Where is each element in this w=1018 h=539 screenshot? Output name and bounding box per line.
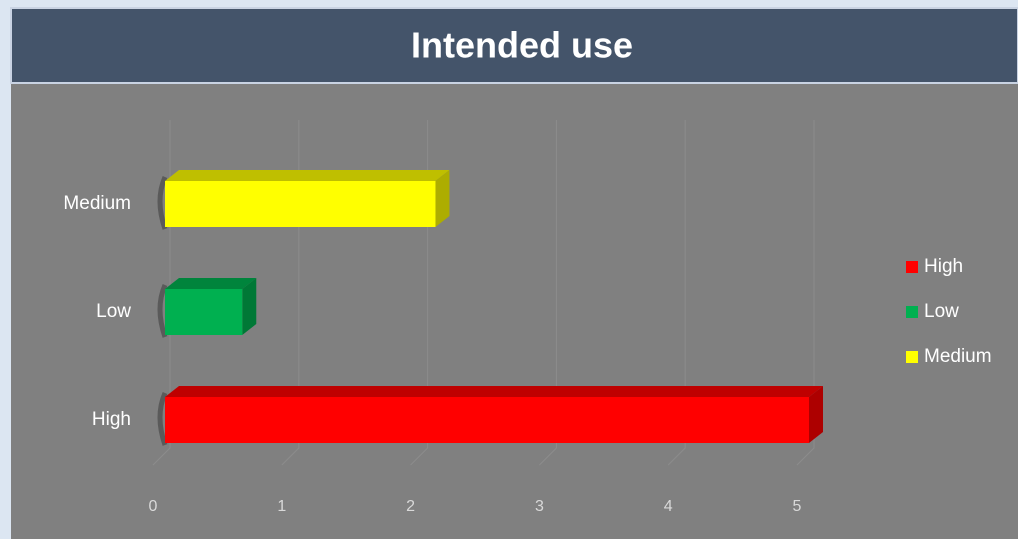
- bar-top: [165, 170, 450, 181]
- legend-label: Medium: [924, 346, 992, 367]
- y-tick-label: Low: [96, 301, 131, 322]
- x-tick-label: 2: [406, 498, 415, 515]
- legend-label: High: [924, 256, 963, 277]
- chart-title: Intended use: [411, 25, 633, 66]
- bar-side: [242, 278, 257, 335]
- grid-line: [410, 120, 429, 466]
- grid-line: [796, 120, 815, 466]
- x-tick-label: 5: [793, 498, 802, 515]
- y-tick-label: High: [92, 409, 131, 430]
- bar-side: [809, 386, 823, 443]
- legend-swatch: [906, 351, 918, 363]
- grid-line: [281, 120, 300, 466]
- title-bar: [10, 7, 1018, 84]
- bar: [157, 386, 823, 446]
- bar-top: [165, 278, 257, 289]
- bar: [157, 278, 257, 338]
- bar-side: [435, 170, 450, 227]
- grid-line: [152, 120, 171, 466]
- x-tick-label: 4: [664, 498, 673, 515]
- bar-shadow: [157, 176, 168, 230]
- legend-swatch: [906, 261, 918, 273]
- bar: [157, 170, 450, 230]
- legend-label: Low: [924, 301, 959, 322]
- bar-top: [165, 386, 823, 397]
- x-tick-label: 3: [535, 498, 544, 515]
- grid-line: [667, 120, 686, 466]
- legend-swatch: [906, 306, 918, 318]
- bar-shadow: [157, 284, 168, 338]
- bar-front: [165, 181, 436, 227]
- bar-shadow: [157, 392, 168, 446]
- x-tick-label: 0: [149, 498, 158, 515]
- x-tick-label: 1: [277, 498, 286, 515]
- y-tick-label: Medium: [63, 193, 131, 214]
- bar-front: [165, 289, 243, 335]
- bar-front: [165, 397, 809, 443]
- grid-line: [539, 120, 557, 466]
